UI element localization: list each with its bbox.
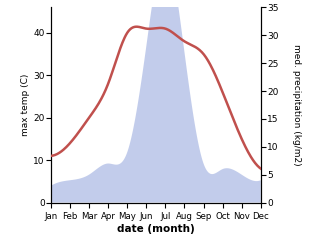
Y-axis label: max temp (C): max temp (C)	[21, 74, 30, 136]
Y-axis label: med. precipitation (kg/m2): med. precipitation (kg/m2)	[292, 44, 301, 166]
X-axis label: date (month): date (month)	[117, 224, 195, 234]
